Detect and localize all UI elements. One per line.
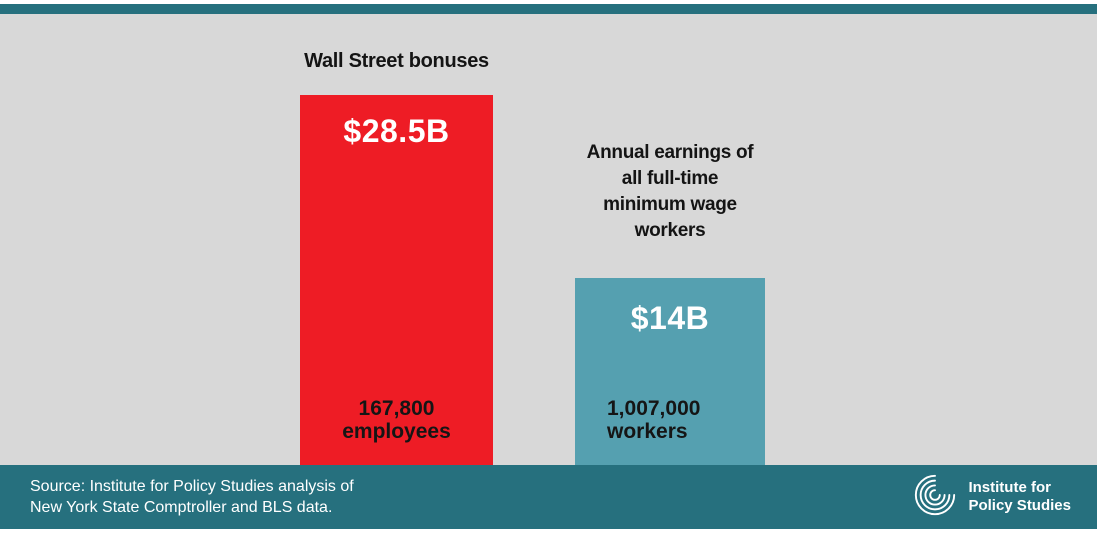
bar-title-wall-street: Wall Street bonuses [304,50,489,72]
bar-value-minimum-wage: $14B [630,300,710,336]
bar-value-wall-street: $28.5B [343,113,450,149]
ips-swirl-logo-icon [912,472,958,523]
ips-logo: Institute for Policy Studies [912,472,1071,523]
bar-title-minimum-wage: Annual earnings of all full-time minimum… [586,142,754,241]
top-accent-bar [0,4,1097,14]
footer-bar: Source: Institute for Policy Studies ana… [0,465,1097,529]
bar-count-minimum-wage: 1,007,000 workers [607,397,701,443]
bar-count-wall-street: 167,800 employees [342,397,451,443]
ips-logo-text: Institute for Policy Studies [968,479,1071,514]
source-text: Source: Institute for Policy Studies ana… [30,478,354,516]
bar-wall-street: $28.5B 167,800 employees [300,95,493,465]
chart-area: Wall Street bonuses Annual earnings of a… [0,14,1097,465]
bar-minimum-wage: $14B 1,007,000 workers [575,278,765,465]
